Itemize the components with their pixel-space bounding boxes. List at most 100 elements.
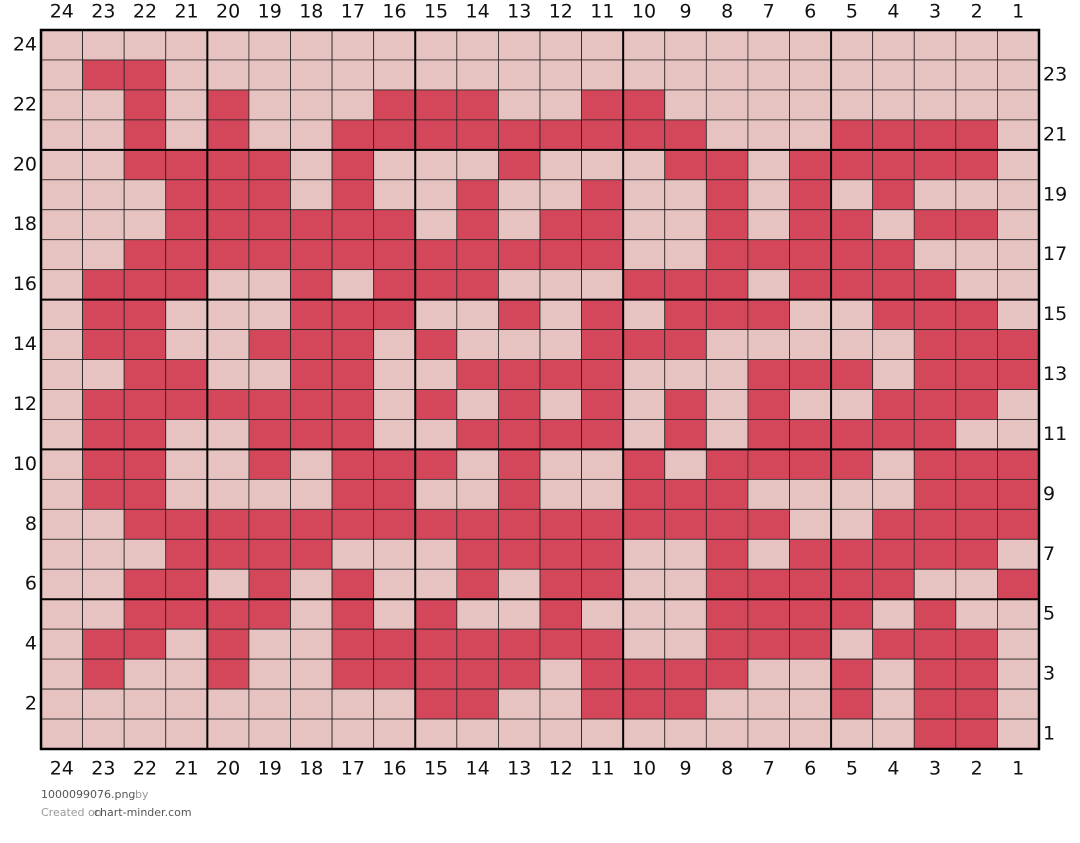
cell: [123, 29, 167, 61]
cell: [498, 269, 541, 301]
cell: [830, 538, 874, 570]
cell: [872, 29, 915, 61]
cell: [290, 359, 333, 390]
cell: [456, 89, 499, 121]
cell: [747, 538, 790, 570]
cell: [123, 119, 167, 151]
cell: [622, 119, 666, 151]
cell: [414, 359, 458, 390]
column-label-top: 15: [424, 1, 448, 23]
cell: [539, 209, 582, 241]
cell: [539, 538, 582, 570]
cell: [123, 179, 167, 211]
cell: [664, 568, 707, 600]
cell: [664, 59, 707, 91]
cell: [622, 299, 666, 330]
cell: [290, 149, 333, 181]
cell: [955, 239, 998, 271]
cell: [40, 119, 83, 151]
cell: [997, 119, 1040, 151]
cell: [206, 628, 250, 660]
cell: [539, 239, 582, 271]
cell: [165, 538, 208, 570]
cell: [622, 658, 666, 690]
cell: [290, 269, 333, 301]
cell: [248, 239, 291, 271]
cell: [414, 538, 458, 570]
cell: [165, 119, 208, 151]
cell: [331, 59, 375, 91]
column-label-top: 2: [971, 1, 983, 23]
column-label-top: 16: [382, 1, 406, 23]
cell: [581, 269, 624, 301]
column-label-top: 5: [846, 1, 858, 23]
cell: [789, 269, 832, 301]
cell: [456, 389, 499, 420]
cell: [40, 568, 83, 600]
cell: [290, 718, 333, 750]
cell: [82, 419, 125, 450]
row-label-left: 14: [13, 333, 37, 355]
column-label-top: 3: [929, 1, 941, 23]
cell: [664, 89, 707, 121]
cell: [705, 628, 749, 660]
cell-grid: [40, 29, 1040, 750]
cell: [123, 359, 167, 390]
cell: [997, 239, 1040, 271]
cell: [123, 89, 167, 121]
cell: [373, 299, 416, 330]
cell: [331, 329, 375, 360]
cell: [456, 449, 499, 480]
cell: [414, 59, 458, 91]
cell: [165, 179, 208, 211]
cell: [82, 658, 125, 690]
cell: [82, 359, 125, 390]
cell: [705, 149, 749, 181]
cell: [789, 59, 832, 91]
cell: [539, 179, 582, 211]
cell: [955, 628, 998, 660]
row-label-right: 3: [1043, 663, 1055, 685]
cell: [414, 89, 458, 121]
cell: [414, 149, 458, 181]
cell: [498, 119, 541, 151]
cell: [581, 628, 624, 660]
cell: [664, 688, 707, 720]
cell: [664, 239, 707, 271]
footer-by: by: [135, 788, 149, 801]
cell: [40, 389, 83, 420]
cell: [82, 299, 125, 330]
column-label-bottom: 24: [50, 758, 74, 780]
cell: [456, 688, 499, 720]
column-label-top: 4: [887, 1, 899, 23]
cell: [581, 419, 624, 450]
cell: [581, 119, 624, 151]
cell: [872, 598, 915, 630]
cell: [955, 119, 998, 151]
cell: [414, 449, 458, 480]
cell: [539, 449, 582, 480]
cell: [955, 718, 998, 750]
cell: [913, 389, 957, 420]
cell: [872, 119, 915, 151]
cell: [705, 239, 749, 271]
cell: [664, 299, 707, 330]
cell: [456, 119, 499, 151]
cell: [456, 419, 499, 450]
cell: [498, 538, 541, 570]
column-label-top: 10: [632, 1, 656, 23]
row-label-right: 1: [1043, 723, 1055, 745]
cell: [622, 598, 666, 630]
cell: [747, 179, 790, 211]
cell: [123, 568, 167, 600]
cell: [123, 419, 167, 450]
cell: [165, 658, 208, 690]
cell: [539, 688, 582, 720]
cell: [539, 329, 582, 360]
cell: [331, 299, 375, 330]
column-label-top: 13: [507, 1, 531, 23]
cell: [664, 269, 707, 301]
cell: [248, 658, 291, 690]
cell: [997, 478, 1040, 510]
cell: [664, 119, 707, 151]
